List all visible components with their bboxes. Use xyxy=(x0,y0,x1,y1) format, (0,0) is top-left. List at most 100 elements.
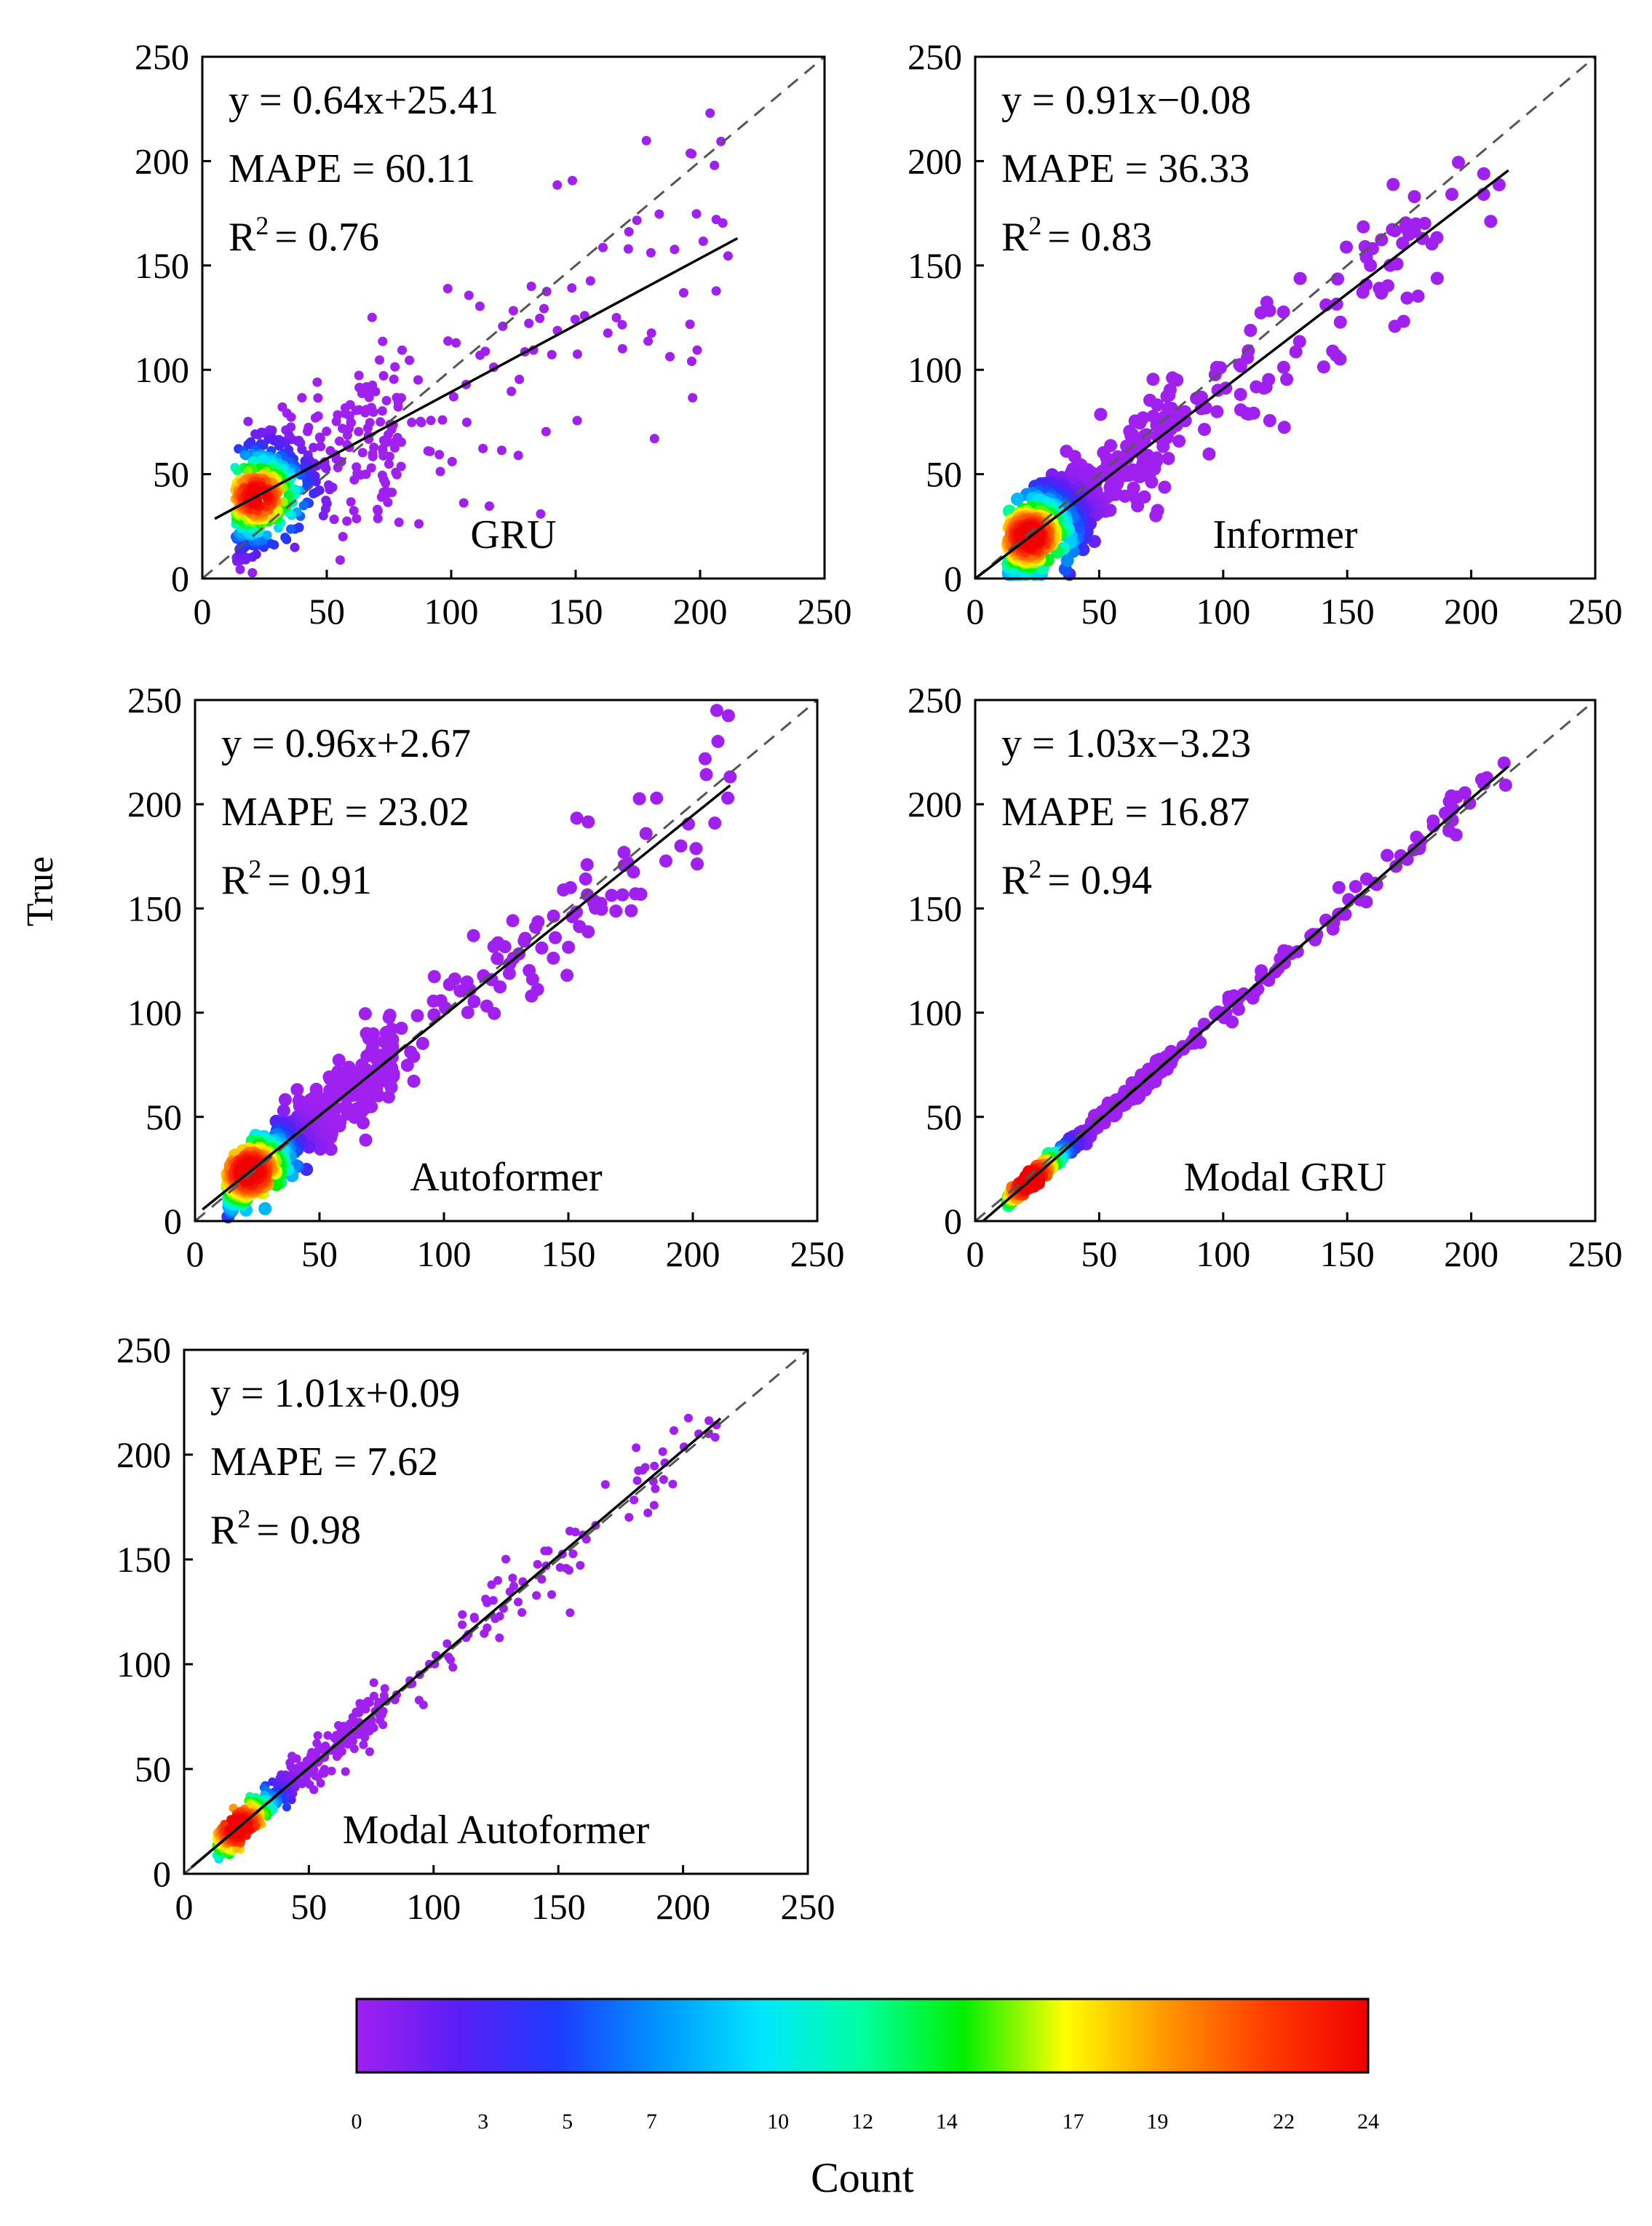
data-point xyxy=(484,501,494,511)
y-tick-label: 150 xyxy=(127,888,182,929)
x-tick-label: 0 xyxy=(966,1233,985,1274)
mape-label: MAPE = 23.02 xyxy=(221,790,469,835)
data-point xyxy=(560,969,574,982)
panel-modal-autoformer: 00 50 50 100 100 150 150 200 200 250 250 y = 1.01x+… xyxy=(116,1329,835,1927)
data-point xyxy=(1280,373,1293,386)
x-tick-label: 150 xyxy=(531,1886,586,1927)
data-point xyxy=(442,977,456,991)
data-point xyxy=(1386,178,1400,191)
y-tick-label: 50 xyxy=(146,1097,182,1137)
y-tick-label: 100 xyxy=(908,993,962,1033)
data-point xyxy=(340,408,350,418)
data-point xyxy=(1356,285,1370,299)
data-point xyxy=(335,436,344,446)
data-point xyxy=(235,565,245,574)
data-point xyxy=(589,901,602,915)
data-point xyxy=(414,519,424,529)
data-point xyxy=(1231,1003,1245,1016)
colorbar-tick-label: 17 xyxy=(1063,2110,1084,2134)
mape-label: MAPE = 7.62 xyxy=(210,1439,438,1484)
data-point xyxy=(501,1554,510,1564)
data-point xyxy=(480,1629,489,1638)
data-point xyxy=(383,497,393,507)
data-point xyxy=(514,1597,523,1607)
data-point xyxy=(427,970,441,984)
data-point xyxy=(286,412,296,422)
x-tick-label: 100 xyxy=(1196,1233,1250,1274)
data-point xyxy=(243,416,253,426)
y-tick-label: 50 xyxy=(135,1749,171,1789)
data-point xyxy=(435,466,445,477)
data-point xyxy=(256,455,266,465)
data-point xyxy=(453,984,467,998)
data-point xyxy=(1234,359,1247,373)
data-point xyxy=(536,509,546,519)
data-point xyxy=(565,1527,574,1535)
data-point xyxy=(716,136,726,146)
data-point xyxy=(611,313,622,322)
data-point xyxy=(552,180,563,190)
data-point xyxy=(442,284,453,294)
y-tick-label: 150 xyxy=(908,888,962,929)
data-point xyxy=(480,999,493,1013)
data-point xyxy=(549,931,562,945)
data-point xyxy=(634,1466,643,1475)
data-point xyxy=(278,1093,292,1107)
data-point xyxy=(358,1007,372,1021)
x-tick-label: 50 xyxy=(1081,591,1117,632)
data-point xyxy=(478,443,488,453)
data-point xyxy=(1094,408,1108,421)
equation-label: y = 0.91x−0.08 xyxy=(1001,78,1251,123)
data-point xyxy=(649,1500,659,1510)
data-point xyxy=(381,396,392,405)
data-point xyxy=(1442,824,1456,838)
colorbar-tick-label: 19 xyxy=(1146,2110,1168,2134)
data-point xyxy=(373,504,383,514)
data-point xyxy=(670,1426,678,1435)
data-point xyxy=(1254,306,1268,319)
data-point xyxy=(324,480,333,490)
data-point xyxy=(507,386,517,397)
x-tick-label: 100 xyxy=(1196,591,1250,632)
panel-modal-gru: 00 50 50 100 100 150 150 200 200 250 250 y = 1.03x−… xyxy=(908,680,1623,1274)
data-point xyxy=(529,921,542,934)
data-point xyxy=(377,470,387,480)
data-point xyxy=(349,506,359,516)
data-point xyxy=(723,251,733,261)
data-point xyxy=(565,1608,575,1618)
data-point xyxy=(1128,414,1142,428)
x-tick-label: 250 xyxy=(781,1886,835,1927)
data-point xyxy=(357,448,368,458)
data-point xyxy=(526,282,536,291)
data-point xyxy=(646,247,656,258)
data-point xyxy=(547,951,560,965)
data-point xyxy=(321,496,331,506)
data-point xyxy=(329,514,339,525)
data-point xyxy=(1445,188,1458,202)
x-tick-label: 100 xyxy=(406,1886,461,1927)
y-tick-label: 250 xyxy=(127,680,182,720)
data-point xyxy=(342,430,352,440)
data-point xyxy=(437,415,448,425)
data-point xyxy=(451,338,461,348)
data-point xyxy=(1149,509,1163,522)
model-label: Modal Autoformer xyxy=(343,1808,650,1853)
data-point xyxy=(290,1083,304,1097)
model-label: Autoformer xyxy=(410,1155,603,1200)
data-point xyxy=(297,445,307,455)
data-point xyxy=(331,416,341,426)
data-point xyxy=(605,889,619,902)
data-point xyxy=(643,1508,653,1517)
data-point xyxy=(354,370,364,381)
data-point xyxy=(342,516,352,526)
data-point xyxy=(689,842,703,856)
data-point xyxy=(1194,402,1208,416)
colorbar-tick-label: 7 xyxy=(646,2110,657,2134)
data-point xyxy=(253,429,263,440)
data-point xyxy=(623,244,633,254)
x-tick-label: 150 xyxy=(1320,591,1375,632)
data-point xyxy=(721,791,735,805)
data-point xyxy=(251,549,261,560)
data-point xyxy=(1277,421,1291,434)
x-tick-label: 50 xyxy=(309,591,345,632)
